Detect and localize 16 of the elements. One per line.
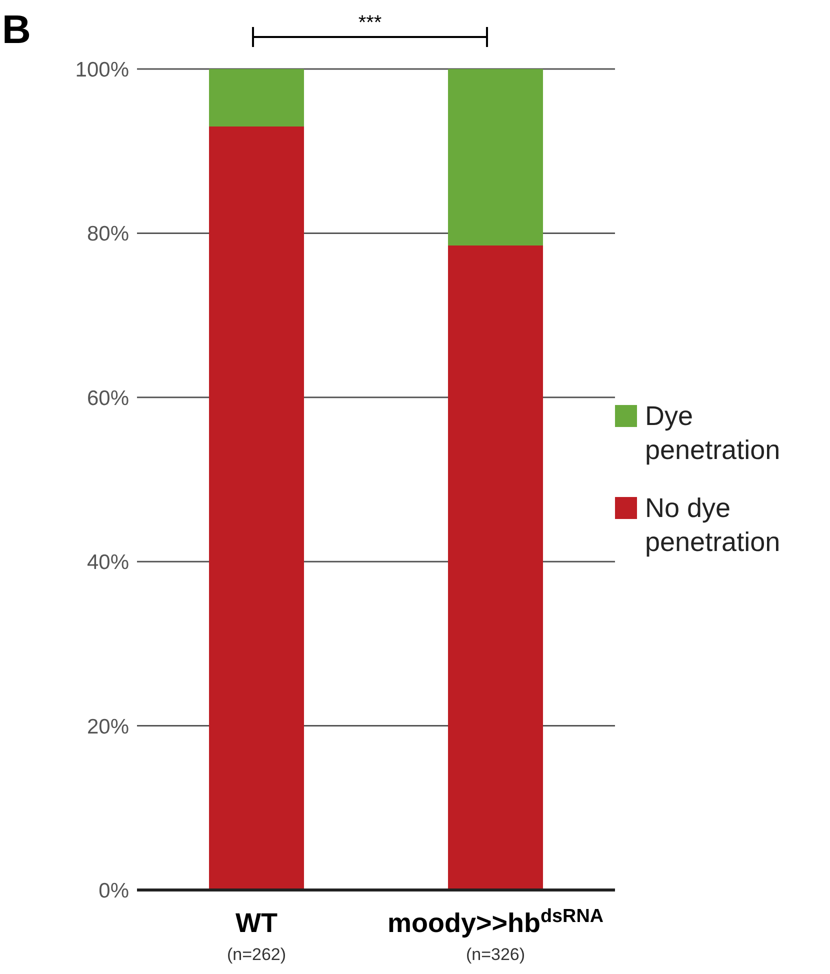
bar — [448, 69, 543, 246]
bar — [209, 126, 304, 890]
bar — [448, 246, 543, 890]
y-tick-label: 0% — [98, 879, 129, 902]
y-tick-label: 100% — [75, 58, 129, 82]
y-tick-label: 60% — [86, 386, 129, 410]
legend-label: Dye penetration — [645, 400, 782, 467]
x-tick-label: WT (n=262) — [226, 908, 286, 964]
bar — [209, 69, 304, 126]
text: *** — [357, 12, 383, 35]
y-tick-label: 40% — [86, 551, 129, 574]
y-tick-label: 80% — [86, 222, 129, 246]
y-tick-label: 20% — [86, 715, 129, 738]
category-label: moody>>hb$^{dsRNA}$ (n=326) — [387, 906, 604, 964]
text: B — [2, 8, 31, 53]
legend-label: No dye penetration — [645, 492, 782, 559]
